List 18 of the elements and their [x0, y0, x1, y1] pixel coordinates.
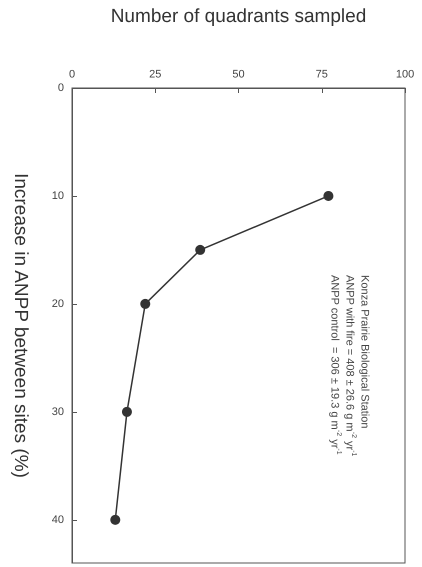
x-tick-label: 0	[68, 68, 76, 80]
point	[140, 298, 150, 309]
x-tick-label: 25	[149, 68, 162, 80]
point	[195, 244, 206, 255]
point	[323, 190, 334, 201]
x-axis-title: Number of quadrants sampled	[110, 6, 366, 27]
x-tick-label: 100	[396, 68, 414, 80]
y-axis-title: Increase in ANPP between sites (%)	[10, 173, 31, 478]
y-tick-label: 40	[52, 514, 64, 526]
y-tick-label: 20	[52, 298, 64, 310]
x-tick-label: 50	[232, 68, 245, 80]
point	[122, 406, 132, 417]
x-tick-label: 75	[316, 68, 328, 80]
annotation: Konza Prairie Biological Station	[358, 275, 370, 428]
point	[110, 514, 120, 525]
y-tick-label: 10	[52, 190, 64, 202]
y-tick-label: 30	[52, 406, 64, 418]
y-tick-label: 0	[58, 82, 64, 94]
